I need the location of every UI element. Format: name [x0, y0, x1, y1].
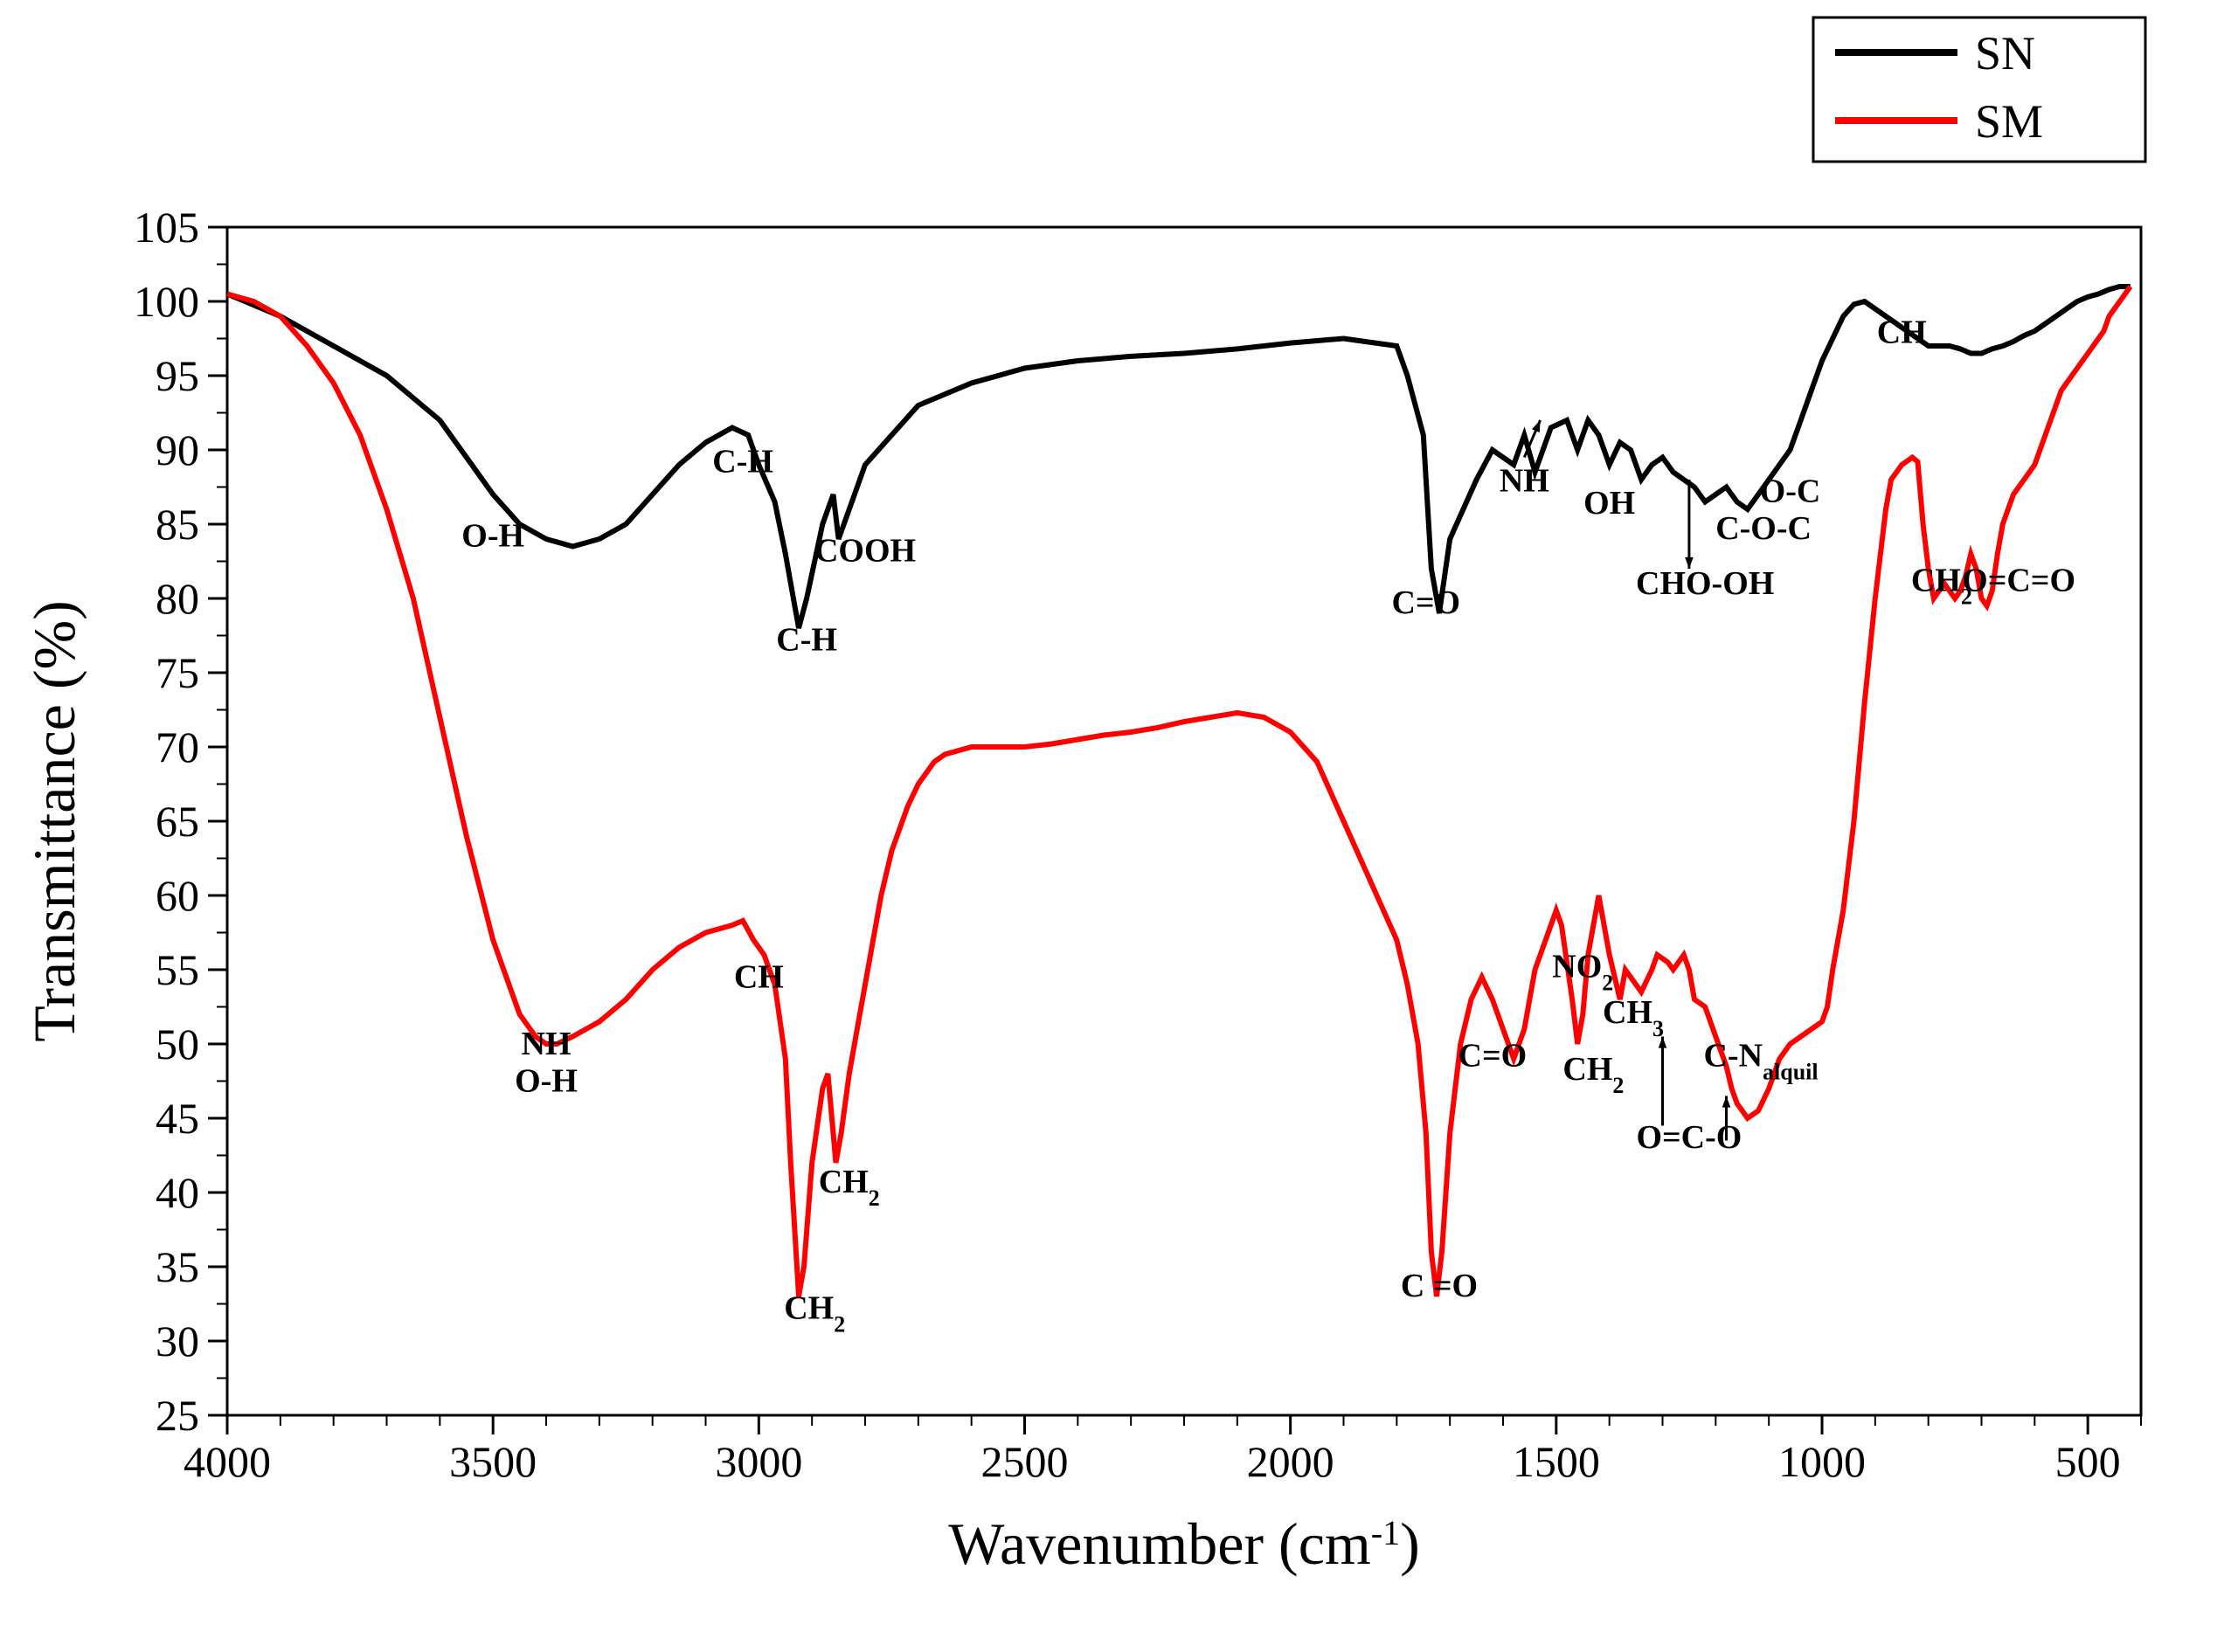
peak-label: O-H: [515, 1062, 578, 1099]
y-axis-title: Transmittance (%): [21, 600, 87, 1041]
peak-label: CH2: [819, 1164, 880, 1211]
x-tick-label: 2500: [981, 1437, 1069, 1486]
legend-label: SM: [1975, 95, 2043, 148]
peak-label: C-O-C: [1715, 510, 1812, 547]
peak-label: COOH: [814, 533, 916, 570]
y-tick-label: 45: [156, 1094, 199, 1143]
peak-label: OH: [1583, 485, 1635, 522]
y-tick-label: 25: [156, 1391, 199, 1440]
y-tick-label: 75: [156, 648, 199, 697]
y-tick-label: 70: [156, 722, 199, 771]
peak-label: O-H: [461, 518, 524, 555]
peak-label: O=C-O: [1636, 1119, 1742, 1156]
peak-label: CH3: [1603, 994, 1664, 1041]
x-tick-label: 4000: [184, 1437, 271, 1486]
peak-label: CH2: [1562, 1051, 1624, 1098]
series-sn: [227, 287, 2130, 628]
x-tick-label: 3500: [449, 1437, 537, 1486]
y-tick-label: 105: [134, 203, 199, 252]
peak-label: CH2: [784, 1290, 845, 1337]
x-tick-label: 500: [2055, 1437, 2121, 1486]
y-tick-label: 55: [156, 945, 199, 994]
y-tick-label: 35: [156, 1242, 199, 1291]
peak-label: C=O: [1458, 1038, 1528, 1075]
x-tick-label: 2000: [1247, 1437, 1334, 1486]
annotation-arrow-head: [1532, 420, 1541, 432]
y-tick-label: 95: [156, 351, 199, 400]
peak-label: CHO-OH: [1636, 565, 1774, 602]
x-axis-title: Wavenumber (cm-1): [948, 1510, 1420, 1577]
x-tick-label: 1500: [1513, 1437, 1600, 1486]
y-tick-label: 30: [156, 1317, 199, 1365]
y-tick-label: 40: [156, 1168, 199, 1217]
chart-svg: 500 1000 1500 2000 2500 3000 3500 4000 Wavenumbe…: [0, 0, 2224, 1652]
y-tick-label: 60: [156, 871, 199, 920]
y-tick-label: 100: [134, 277, 199, 326]
peak-label: C =O: [1401, 1268, 1478, 1304]
annotation-arrow-head: [1722, 1096, 1731, 1108]
peak-label: CH: [734, 958, 784, 995]
peak-label: C-Nalquil: [1703, 1038, 1818, 1085]
peak-label: NH: [522, 1026, 572, 1062]
y-tick-label: 80: [156, 574, 199, 623]
peak-label: C=O: [1391, 584, 1460, 621]
peak-label: NH: [1500, 463, 1549, 500]
y-tick-label: 85: [156, 500, 199, 549]
peak-label: C-H: [712, 444, 773, 480]
peak-label: C-H: [776, 622, 837, 659]
legend-label: SN: [1975, 27, 2035, 79]
y-tick-label: 50: [156, 1020, 199, 1068]
y-tick-label: 65: [156, 797, 199, 846]
ftir-spectrum-chart: 500 1000 1500 2000 2500 3000 3500 4000 Wavenumbe…: [0, 0, 2224, 1652]
series-sm: [227, 287, 2130, 1296]
y-tick-label: 90: [156, 425, 199, 474]
peak-label: O-C: [1760, 473, 1821, 510]
x-tick-label: 1000: [1778, 1437, 1866, 1486]
peak-label: O=C=O: [1962, 563, 2075, 599]
peak-label: CH: [1877, 315, 1927, 351]
x-tick-label: 3000: [715, 1437, 802, 1486]
